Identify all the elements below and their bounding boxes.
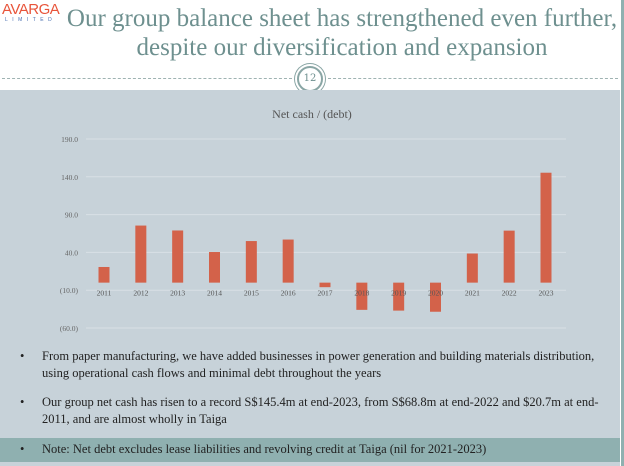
bullet-2: • Our group net cash has risen to a recor… [20, 394, 610, 428]
logo-name: AVARGA [2, 1, 60, 18]
y-tick-label: 40.0 [65, 248, 78, 257]
right-edge-bar [621, 0, 624, 466]
divider-right [328, 78, 618, 79]
bullet-text: From paper manufacturing, we have added … [42, 349, 595, 380]
x-tick-label: 2015 [244, 289, 259, 298]
x-tick-label: 2022 [502, 289, 517, 298]
bar-2017 [319, 282, 331, 288]
y-tick-label: 90.0 [65, 211, 78, 220]
bar-2018 [356, 282, 368, 310]
net-cash-chart: Net cash / (debt) 190.0 140.0 90.0 40.0 (10.0… [60, 107, 566, 333]
bullet-text: Our group net cash has risen to a record… [42, 395, 599, 426]
x-tick-label: 2011 [97, 289, 112, 298]
bar-2023 [540, 172, 552, 283]
bar-2015 [245, 241, 257, 283]
bar-2014 [209, 252, 220, 283]
page-number: 12 [297, 66, 323, 92]
bar-2016 [282, 239, 294, 283]
x-tick-label: 2023 [539, 289, 554, 298]
x-tick-label: 2018 [354, 289, 369, 298]
x-tick-label: 2017 [318, 289, 333, 298]
bar-2021 [466, 253, 478, 283]
x-tick-label: 2016 [281, 289, 296, 298]
bar-2013 [172, 230, 184, 283]
slide-title: Our group balance sheet has strengthened… [66, 5, 618, 61]
bar-2011 [98, 266, 110, 283]
x-tick-label: 2014 [207, 289, 222, 298]
chart-title: Net cash / (debt) [272, 107, 352, 121]
y-tick-label: (10.0) [60, 286, 79, 295]
bullet-1: • From paper manufacturing, we have added… [20, 348, 610, 382]
note-band [0, 438, 620, 462]
y-tick-label: (60.0) [60, 324, 79, 333]
y-tick-label: 190.0 [61, 135, 78, 144]
x-tick-label: 2013 [170, 289, 185, 298]
x-tick-label: 2020 [428, 289, 443, 298]
x-tick-label: 2012 [133, 289, 148, 298]
bar-2020 [430, 282, 441, 312]
x-tick-label: 2021 [465, 289, 480, 298]
bar-2012 [135, 225, 147, 283]
note-text: Note: Net debt excludes lease liabilitie… [42, 442, 487, 456]
avarga-logo: AVARGA LIMITED [2, 1, 60, 24]
x-tick-label: 2019 [391, 289, 406, 298]
bullet-marker: • [20, 349, 25, 363]
divider-left [2, 78, 292, 79]
logo-sub: LIMITED [5, 17, 57, 23]
bar-2022 [503, 230, 515, 283]
bar-2019 [393, 282, 405, 311]
y-tick-label: 140.0 [61, 173, 78, 182]
bullet-marker: • [20, 395, 25, 409]
note-bullet: • Note: Net debt excludes lease liabiliti… [20, 441, 610, 458]
bullet-marker: • [20, 442, 25, 456]
slide-header: AVARGA LIMITED Our group balance sheet ha… [0, 0, 624, 92]
